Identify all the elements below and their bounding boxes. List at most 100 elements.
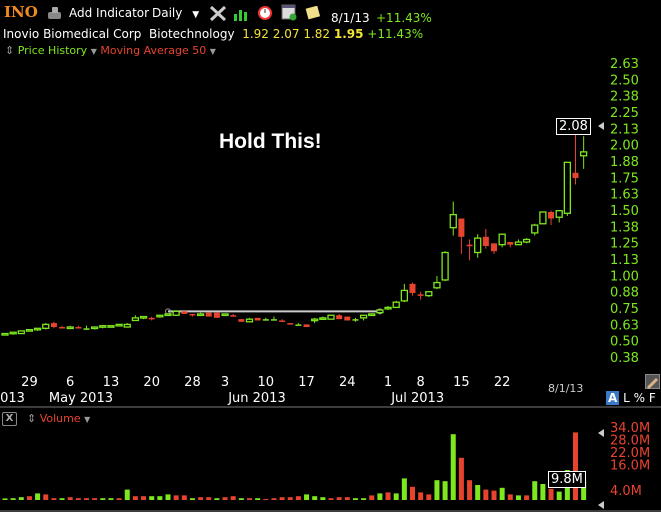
symbol[interactable]: INO	[4, 3, 38, 21]
chevron-down-icon[interactable]: ▼	[84, 415, 91, 424]
interval-dropdown[interactable]: Daily ▼	[152, 6, 199, 20]
volume-axis-tick: 34.0M	[610, 421, 650, 436]
volume-bar	[524, 495, 530, 500]
volume-axis-tick: 28.0M	[610, 434, 650, 449]
candle-body	[327, 314, 335, 320]
candle-body	[384, 306, 392, 310]
candle-body	[213, 312, 220, 318]
move-handle-icon[interactable]: ⇕	[5, 44, 15, 57]
indicator-row: ⇕ Price History ▼ Moving Average 50 ▼	[5, 44, 216, 57]
volume-bar	[369, 495, 375, 500]
candle-body	[205, 312, 212, 317]
volume-bar	[532, 481, 538, 500]
volume-bar	[198, 497, 204, 500]
candle-body	[59, 327, 66, 329]
volume-bar	[35, 493, 41, 500]
volume-bar	[157, 496, 163, 500]
scale-log-button[interactable]: L	[623, 391, 630, 405]
volume-bar	[295, 496, 301, 500]
move-handle-icon[interactable]: ⇕	[27, 412, 37, 425]
volume-marker-arrow	[598, 501, 604, 509]
volume-bar	[271, 498, 277, 500]
volume-bar	[100, 498, 106, 500]
drawing-pencil-icon[interactable]	[645, 374, 660, 390]
price-history-indicator[interactable]: Price History	[17, 44, 88, 57]
candle-body	[498, 233, 506, 246]
candle-body	[270, 319, 277, 321]
volume-bar	[189, 498, 195, 500]
candle-body	[221, 313, 229, 317]
price-axis-tick: 2.63	[610, 57, 639, 72]
volume-label[interactable]: Volume	[39, 412, 81, 425]
volume-bar	[287, 497, 293, 500]
volume-bar	[312, 496, 318, 500]
candle-body	[507, 242, 514, 245]
price-axis-tick: 1.13	[610, 253, 639, 268]
candle-body	[433, 281, 441, 289]
low-price: 1.82	[303, 27, 331, 41]
candle-body	[392, 301, 400, 309]
candle-body	[441, 251, 449, 281]
volume-bar	[2, 498, 8, 500]
candle-body	[311, 318, 319, 322]
volume-bar	[475, 485, 481, 500]
price-marker-arrow	[598, 122, 604, 130]
candle-body	[262, 319, 269, 321]
price-axis-tick: 1.75	[610, 171, 639, 186]
candle-body	[474, 237, 482, 254]
candle-body	[9, 331, 17, 335]
volume-bar	[124, 489, 130, 500]
chart-annotation[interactable]: Hold This!	[219, 130, 322, 153]
moving-average-indicator[interactable]: Moving Average 50	[100, 44, 207, 57]
candle-body	[400, 289, 409, 302]
close-volume-button[interactable]: X	[2, 412, 17, 426]
volume-bar	[149, 496, 155, 500]
month-label: Jun 2013	[227, 391, 286, 406]
candle-body	[295, 324, 302, 326]
volume-bar	[507, 494, 513, 500]
candle-body	[491, 243, 497, 252]
candle-body	[531, 224, 539, 234]
scale-auto-button[interactable]: A	[606, 391, 620, 405]
price-axis-tick: 0.75	[610, 302, 639, 317]
header-change: +11.43%	[376, 11, 432, 25]
add-indicator-button[interactable]: Add Indicator	[69, 6, 150, 20]
chevron-down-icon[interactable]: ▼	[90, 47, 97, 56]
candle-body	[172, 310, 180, 316]
volume-bar	[173, 495, 179, 500]
volume-bar	[238, 498, 244, 500]
candle-body	[115, 323, 123, 327]
volume-bar	[352, 498, 358, 500]
volume-bar	[132, 496, 138, 500]
volume-bar	[247, 498, 252, 500]
volume-bar	[206, 497, 212, 500]
scale-fit-button[interactable]: F	[648, 391, 656, 405]
candle-body	[555, 210, 563, 218]
volume-bar	[67, 497, 73, 500]
candle-body	[580, 151, 588, 157]
calendar-add-icon[interactable]	[281, 4, 297, 21]
notes-icon[interactable]	[305, 5, 321, 20]
price-axis-tick: 1.50	[610, 204, 639, 219]
volume-bar	[108, 498, 114, 500]
volume-bar	[18, 497, 24, 500]
bar-chart-icon[interactable]	[233, 6, 249, 21]
chevron-down-icon[interactable]: ▼	[209, 47, 216, 56]
candle-body	[514, 241, 523, 246]
volume-indicator: ⇕ Volume ▼	[27, 412, 90, 425]
price-axis-tick: 2.00	[610, 139, 639, 154]
tools-icon[interactable]	[208, 4, 228, 22]
candle-body	[352, 319, 359, 321]
alarm-clock-icon[interactable]	[257, 4, 273, 20]
volume-bar	[515, 495, 521, 500]
price-axis-tick: 0.50	[610, 335, 639, 350]
scale-percent-button[interactable]: %	[633, 391, 646, 405]
price-axis-tick: 0.88	[610, 286, 639, 301]
volume-bar	[59, 498, 65, 500]
current-price-label: 2.08	[556, 118, 591, 135]
volume-bar	[26, 496, 32, 500]
stamp-icon[interactable]	[46, 5, 64, 19]
volume-bar	[336, 497, 342, 500]
candle-body	[25, 328, 34, 332]
